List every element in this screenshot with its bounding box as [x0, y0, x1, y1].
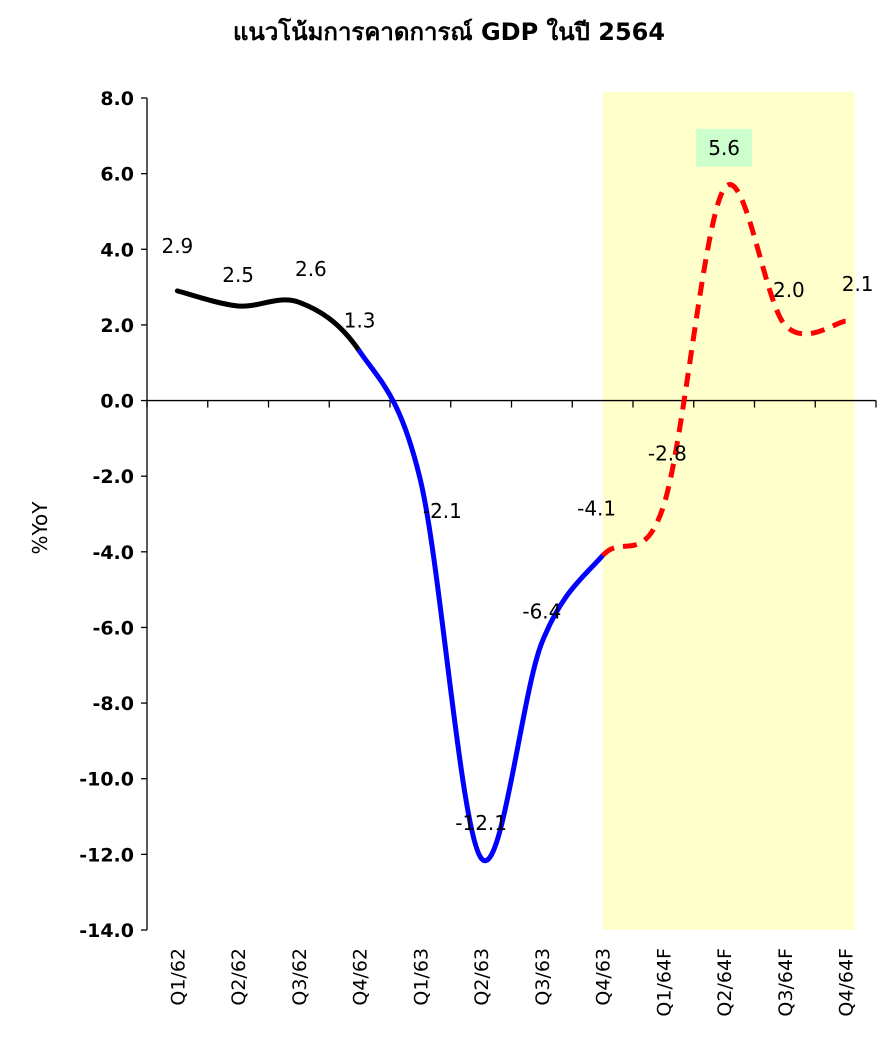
series-line-segment-2	[357, 348, 606, 864]
data-label: 2.6	[295, 257, 327, 281]
x-tick-label: Q3/63	[532, 948, 554, 1006]
data-label: 2.1	[842, 272, 874, 296]
data-label: 2.9	[161, 234, 193, 258]
x-tick-label: Q1/64F	[653, 948, 675, 1017]
x-tick-label: Q4/63	[593, 948, 615, 1006]
x-tick-label: Q2/63	[471, 948, 493, 1006]
y-tick-label: -6.0	[92, 617, 134, 639]
x-tick-label: Q2/64F	[714, 948, 736, 1017]
x-tick-label: Q2/62	[228, 948, 250, 1006]
x-tick-label: Q4/62	[350, 948, 372, 1006]
forecast-region	[602, 92, 855, 930]
data-label: -6.4	[522, 600, 561, 624]
y-tick-label: -12.0	[79, 844, 134, 866]
y-tick-label: -8.0	[92, 693, 134, 715]
y-tick-label: 4.0	[100, 239, 134, 261]
y-tick-label: -2.0	[92, 466, 134, 488]
data-label: 1.3	[344, 308, 376, 332]
y-tick-label: -14.0	[79, 920, 134, 942]
y-tick-label: -10.0	[79, 769, 134, 791]
y-tick-label: 0.0	[100, 391, 134, 413]
data-label: -2.8	[648, 441, 687, 465]
y-tick-label: 8.0	[100, 88, 134, 110]
y-axis-label: %YoY	[28, 501, 52, 555]
data-label: 2.0	[773, 278, 805, 302]
highlight-label-box	[696, 128, 753, 167]
y-tick-label: -4.0	[92, 542, 134, 564]
data-label: 2.5	[222, 263, 254, 287]
x-tick-label: Q1/62	[167, 948, 189, 1006]
data-label: 5.6	[708, 136, 740, 160]
x-tick-label: Q3/64F	[775, 948, 797, 1017]
y-tick-label: 2.0	[100, 315, 134, 337]
data-label: -4.1	[577, 497, 616, 521]
series-line-segment-3	[600, 182, 847, 558]
chart-title: แนวโน้มการคาดการณ์ GDP ในปี 2564	[233, 17, 665, 46]
data-label: -12.1	[455, 811, 507, 835]
x-tick-label: Q4/64F	[836, 948, 858, 1017]
y-tick-label: 6.0	[100, 164, 134, 186]
x-tick-label: Q1/63	[410, 948, 432, 1006]
x-tick-label: Q3/62	[289, 948, 311, 1006]
data-label: -2.1	[423, 499, 462, 523]
series-line-segment-1	[174, 288, 363, 354]
